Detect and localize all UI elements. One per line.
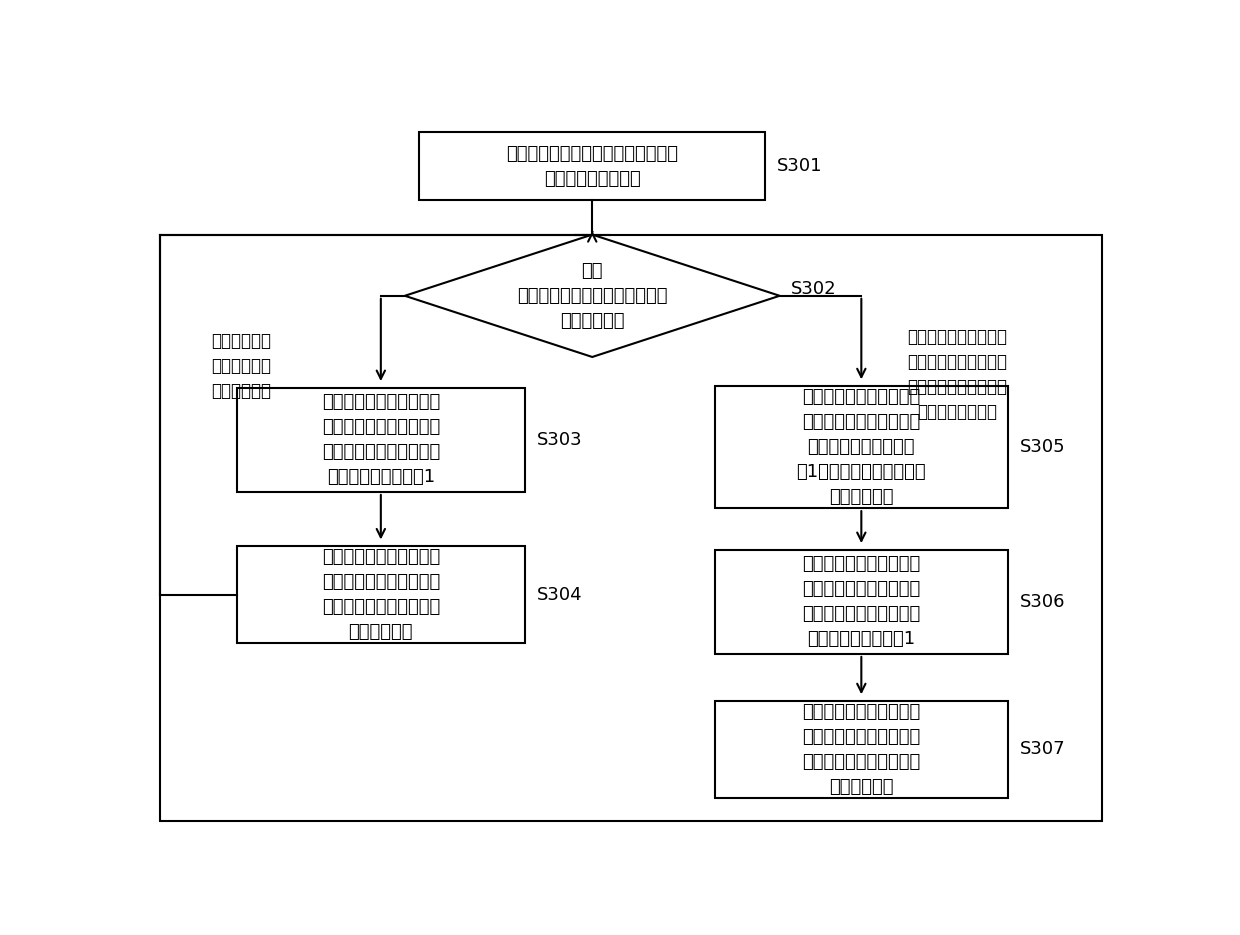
FancyBboxPatch shape — [237, 388, 525, 492]
Text: 按照排除地址从大到小的
顺序，从各排除地址中，
提取下一个排除地址作为
第二排除地址: 按照排除地址从大到小的 顺序，从各排除地址中， 提取下一个排除地址作为 第二排除… — [321, 548, 440, 641]
Text: 确定第一地址范围段，其
中，第一地址范围段的最
小地址为第二排除地址
加1、最大地址为地址范围
段的最大地址: 确定第一地址范围段，其 中，第一地址范围段的最 小地址为第二排除地址 加1、最大… — [796, 388, 926, 506]
Text: 判断
第二排除地址是否等于地址范围
段的最大地址: 判断 第二排除地址是否等于地址范围 段的最大地址 — [517, 262, 667, 330]
Text: 第二排除地址
等于地址范围
段的最大地址: 第二排除地址 等于地址范围 段的最大地址 — [212, 332, 272, 400]
Text: 按照排除地址从大到小的
顺序，从各排除地址中，
提取下一个排除地址作为
第二排除地址: 按照排除地址从大到小的 顺序，从各排除地址中， 提取下一个排除地址作为 第二排除… — [802, 703, 920, 796]
Text: S301: S301 — [776, 157, 822, 175]
Text: S303: S303 — [537, 431, 582, 449]
Text: S305: S305 — [1019, 438, 1065, 456]
Text: S306: S306 — [1019, 593, 1065, 611]
Text: S304: S304 — [537, 585, 582, 604]
Text: 更新地址范围段，其中，
更新后的地址范围段的最
小地址保持不变、最大地
址为第二排除地址减1: 更新地址范围段，其中， 更新后的地址范围段的最 小地址保持不变、最大地 址为第二… — [802, 555, 920, 648]
FancyBboxPatch shape — [419, 132, 765, 200]
Text: S302: S302 — [791, 280, 837, 297]
Text: 第二排除地址大于地址
范围段的最小地址，且
第二排除地址小于地址
范围段的最大地址: 第二排除地址大于地址 范围段的最小地址，且 第二排除地址小于地址 范围段的最大地… — [908, 328, 1007, 421]
Polygon shape — [404, 235, 780, 357]
Text: S307: S307 — [1019, 741, 1065, 758]
FancyBboxPatch shape — [714, 386, 1008, 509]
FancyBboxPatch shape — [714, 550, 1008, 654]
FancyBboxPatch shape — [237, 546, 525, 643]
Text: 从各排除地址中，提取最大的排除地
址作为第二排除地址: 从各排除地址中，提取最大的排除地 址作为第二排除地址 — [506, 145, 678, 188]
Text: 更新地址范围段，其中，
更新后的地址范围段的最
小地址保持不变、最大地
址为第二排除地址减1: 更新地址范围段，其中， 更新后的地址范围段的最 小地址保持不变、最大地 址为第二… — [321, 394, 440, 486]
FancyBboxPatch shape — [714, 700, 1008, 798]
